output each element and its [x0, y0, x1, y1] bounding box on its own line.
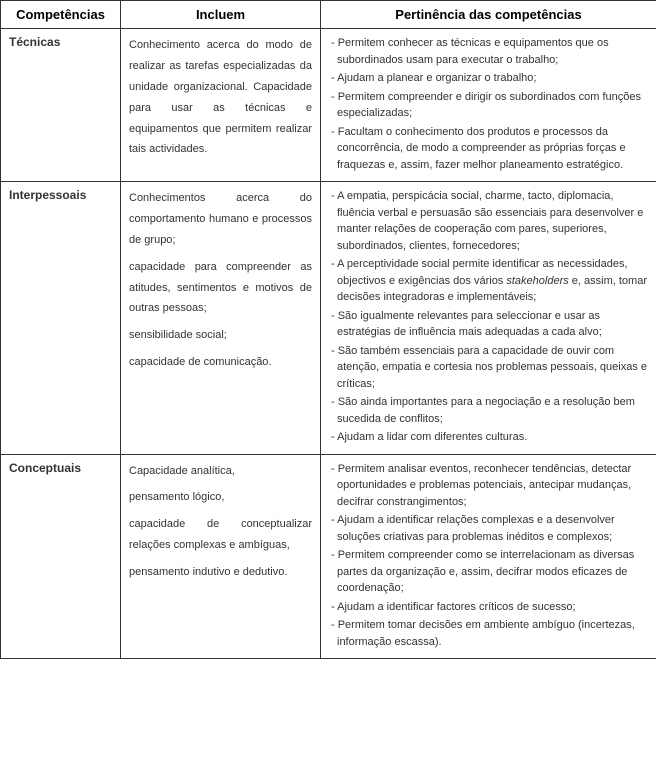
incluem-paragraph: capacidade de conceptualizar relações co…	[129, 514, 312, 556]
pertinencia-bullet: - Permitem analisar eventos, reconhecer …	[329, 461, 648, 511]
pertinencia-bullet: - Ajudam a lidar com diferentes culturas…	[329, 429, 648, 446]
pertinencia-bullet: - Ajudam a identificar relações complexa…	[329, 512, 648, 545]
header-pertinencia: Pertinência das competências	[321, 1, 656, 29]
pertinencia-cell: - Permitem analisar eventos, reconhecer …	[321, 454, 656, 659]
competency-name: Conceptuais	[1, 454, 121, 659]
pertinencia-bullet: - Ajudam a identificar factores críticos…	[329, 599, 648, 616]
competency-name: Técnicas	[1, 29, 121, 182]
incluem-paragraph: pensamento lógico,	[129, 487, 312, 508]
pertinencia-bullet: - Facultam o conhecimento dos produtos e…	[329, 124, 648, 174]
table-row: Conceptuais Capacidade analítica, pensamen…	[1, 454, 656, 659]
table-row: InterpessoaisConhecimentos acerca do com…	[1, 182, 656, 455]
pertinencia-bullet: - São igualmente relevantes para selecci…	[329, 308, 648, 341]
pertinencia-cell: - A empatia, perspicácia social, charme,…	[321, 182, 656, 455]
table-row: TécnicasConhecimento acerca do modo de r…	[1, 29, 656, 182]
pertinencia-bullet: - Permitem tomar decisões em ambiente am…	[329, 617, 648, 650]
pertinencia-bullet: - São também essenciais para a capacidad…	[329, 343, 648, 393]
pertinencia-bullet: - Ajudam a planear e organizar o trabalh…	[329, 70, 648, 87]
competency-name: Interpessoais	[1, 182, 121, 455]
incluem-paragraph: sensibilidade social;	[129, 325, 312, 346]
incluem-paragraph: capacidade de comunicação.	[129, 352, 312, 373]
pertinencia-cell: - Permitem conhecer as técnicas e equipa…	[321, 29, 656, 182]
incluem-cell: Conhecimentos acerca do comportamento hu…	[121, 182, 321, 455]
pertinencia-bullet: - A perceptividade social permite identi…	[329, 256, 648, 306]
header-competencias: Competências	[1, 1, 121, 29]
incluem-paragraph: pensamento indutivo e dedutivo.	[129, 562, 312, 583]
incluem-cell: Capacidade analítica, pensamento lógico, c…	[121, 454, 321, 659]
incluem-cell: Conhecimento acerca do modo de realizar …	[121, 29, 321, 182]
incluem-paragraph: Conhecimento acerca do modo de realizar …	[129, 35, 312, 160]
header-incluem: Incluem	[121, 1, 321, 29]
incluem-paragraph: Conhecimentos acerca do comportamento hu…	[129, 188, 312, 251]
pertinencia-bullet: - Permitem compreender e dirigir os subo…	[329, 89, 648, 122]
pertinencia-bullet: - Permitem compreender como se interrela…	[329, 547, 648, 597]
pertinencia-bullet: - Permitem conhecer as técnicas e equipa…	[329, 35, 648, 68]
pertinencia-bullet: - São ainda importantes para a negociaçã…	[329, 394, 648, 427]
competencies-table: Competências Incluem Pertinência das com…	[0, 0, 656, 659]
header-row: Competências Incluem Pertinência das com…	[1, 1, 656, 29]
incluem-paragraph: Capacidade analítica,	[129, 461, 312, 482]
pertinencia-bullet: - A empatia, perspicácia social, charme,…	[329, 188, 648, 254]
incluem-paragraph: capacidade para compreender as atitudes,…	[129, 257, 312, 320]
table-body: TécnicasConhecimento acerca do modo de r…	[1, 29, 656, 659]
